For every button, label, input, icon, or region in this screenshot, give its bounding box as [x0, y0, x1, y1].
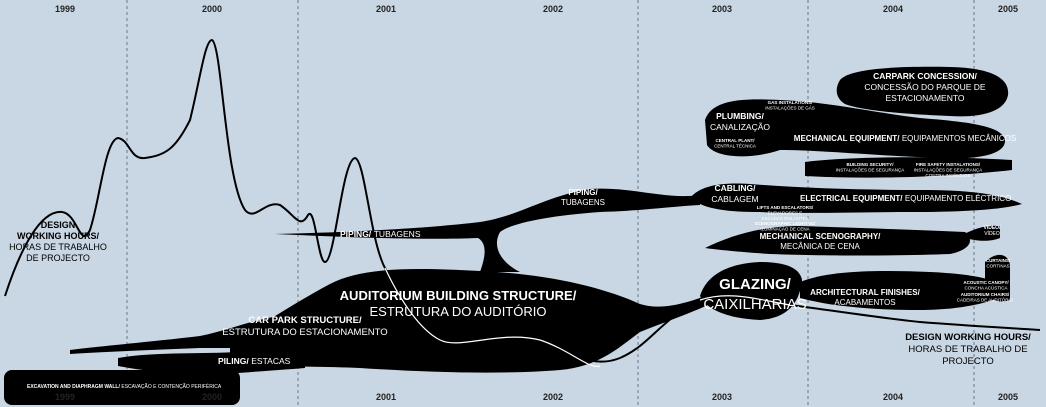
- label-subtitle: ESCAVAÇÃO E CONTENÇÃO PERIFÉRICA: [121, 383, 221, 390]
- label-subtitle: VÍDEO: [984, 230, 1000, 237]
- label-title: MECHANICAL EQUIPMENT/: [794, 134, 900, 143]
- year-label: 2005: [998, 392, 1018, 402]
- label-title: SCENOGRAPHIC LIGHTING/: [755, 221, 817, 226]
- electrical-stream: [690, 183, 1022, 213]
- year-label: 2005: [998, 4, 1018, 14]
- label-subtitle: ILUMINAÇÃO DE CENA: [760, 226, 809, 232]
- label-title: ELECTRICAL EQUIPMENT/: [800, 194, 903, 203]
- label-title: CABLING/: [714, 183, 756, 193]
- label-title: PIPING/: [340, 229, 372, 239]
- label-subtitle: TUBAGENS: [561, 198, 605, 207]
- year-label: 2001: [376, 4, 396, 14]
- label-subtitle: HORAS DE TRABALHO: [9, 242, 107, 252]
- label-title: DESIGN WORKING HOURS/: [905, 332, 1031, 343]
- video-stream: [960, 225, 1000, 241]
- design-hours-line-overlay: [699, 295, 791, 306]
- year-label: 2004: [883, 392, 903, 402]
- label-subtitle: CONTRA INCÊNDIOS: [925, 171, 970, 178]
- streams: [4, 66, 1022, 405]
- year-label: 2003: [712, 4, 732, 14]
- label-title: FIRE SAFETY INSTALATIONS/: [916, 162, 981, 167]
- stream-label: ELECTRICAL EQUIPMENT/EQUIPAMENTO ELÉCTRI…: [800, 194, 1011, 203]
- piping-stream: [275, 188, 700, 272]
- label-subtitle: ACABAMENTOS: [834, 298, 895, 307]
- year-dividers: [126, 0, 975, 407]
- label-subtitle: MECÂNICA DE CENA: [780, 242, 860, 251]
- label-subtitle: ESCADAS ROLANTES: [761, 216, 808, 221]
- label-title: CURTAINS/: [986, 258, 1011, 263]
- label-title: PIPING/: [568, 188, 598, 197]
- label-title: AUDITORIUM BUILDING STRUCTURE/: [340, 288, 577, 303]
- label-subtitle: DE PROJECTO: [26, 253, 90, 263]
- auditorium-stream: [230, 269, 722, 373]
- label-subtitle: CORTINAS: [986, 264, 1009, 269]
- stream-label: MECHANICAL EQUIPMENT/EQUIPAMENTOS MECÂNI…: [794, 134, 1016, 143]
- label-subtitle: CAIXILHARIAS: [703, 296, 806, 313]
- label-subtitle: CANALIZAÇÃO: [710, 122, 770, 132]
- finishes-stream: [800, 271, 1010, 310]
- year-label: 2002: [543, 392, 563, 402]
- year-label: 2001: [376, 392, 396, 402]
- label-title: ACOUSTIC CANOPY/: [963, 280, 1009, 285]
- label-subtitle: EQUIPAMENTOS MECÂNICOS: [902, 134, 1016, 143]
- label-subtitle: ESTRUTURA DO AUDITÓRIO: [370, 304, 547, 319]
- label-subtitle: HORAS DE TRABALHO DE: [908, 344, 1027, 355]
- stream-label: EXCAVATION AND DIAPHRAGM WALL/ESCAVAÇÃO …: [27, 383, 222, 390]
- label-subtitle: TUBAGENS: [374, 229, 421, 239]
- label-title: AUDITORIUM CHAIRS/: [961, 292, 1010, 297]
- label-title: GAS INSTALATIONS/: [768, 100, 814, 105]
- label-subtitle: CABLAGEM: [711, 194, 758, 204]
- label-title: LIFTS AND ESCALATORS/: [757, 205, 814, 210]
- label-title: PILING/: [218, 356, 249, 366]
- scenography-stream: [705, 226, 970, 256]
- year-label: 2000: [202, 4, 222, 14]
- year-label: 2000: [202, 392, 222, 402]
- label-title: GLAZING/: [719, 276, 791, 293]
- label-subtitle: PROJECTO: [942, 356, 994, 367]
- security-stream: [805, 157, 1012, 178]
- excavation-stream: [4, 370, 240, 405]
- label-subtitle: INSTALAÇÕES DE GÁS: [765, 105, 814, 111]
- year-label: 2004: [883, 4, 903, 14]
- curtains-stream: [985, 254, 1010, 302]
- label-title: BUILDING SECURITY/: [846, 162, 894, 167]
- concession-stream: [836, 66, 1009, 117]
- label-subtitle: CONCHA ACÚSTICA: [964, 285, 1007, 291]
- label-title: CENTRAL PLANT/: [716, 138, 756, 143]
- label-title: EXCAVATION AND DIAPHRAGM WALL/: [27, 384, 120, 390]
- design-hours-line-overlay: [384, 267, 601, 368]
- label-title: ARCHITECTURAL FINISHES/: [810, 288, 920, 297]
- label-subtitle: CENTRAL TÉCNICA: [714, 143, 756, 149]
- year-label: 1999: [55, 392, 75, 402]
- label-title: CAR PARK STRUCTURE/: [248, 315, 362, 326]
- stream-label: PILING/ESTACAS: [218, 356, 291, 366]
- year-label: 1999: [55, 4, 75, 14]
- label-subtitle: CONCESSÃO DO PARQUE DE: [864, 82, 986, 92]
- stream-label: PIPING/TUBAGENS: [340, 229, 421, 239]
- label-title: VIDEO/: [984, 225, 1002, 231]
- label-subtitle: CADEIRAS DE AUDITÓRIO: [957, 297, 1014, 303]
- label-subtitle: INSTALAÇÕES DE SEGURANÇA: [836, 167, 904, 173]
- glazing-stream: [700, 262, 802, 320]
- label-subtitle: INSTALAÇÕES DE SEGURANÇA: [914, 167, 982, 173]
- label-title: WORKING HOURS/: [17, 231, 99, 241]
- label-subtitle: ELEVADORES E: [768, 211, 802, 216]
- label-title: MECHANICAL SCENOGRAPHY/: [760, 232, 882, 241]
- label-title: CARPARK CONCESSION/: [873, 71, 977, 81]
- label-subtitle: EQUIPAMENTO ELÉCTRICO: [905, 194, 1011, 203]
- plumbing-stream: [705, 99, 1006, 159]
- label-subtitle: ESTRUTURA DO ESTACIONAMENTO: [222, 327, 387, 338]
- year-label: 2003: [712, 392, 732, 402]
- label-subtitle: ESTACIONAMENTO: [885, 93, 964, 103]
- year-label: 2002: [543, 4, 563, 14]
- label-title: PLUMBING/: [716, 111, 764, 121]
- label-title: DESIGN: [41, 220, 76, 230]
- label-subtitle: ESTACAS: [251, 356, 290, 366]
